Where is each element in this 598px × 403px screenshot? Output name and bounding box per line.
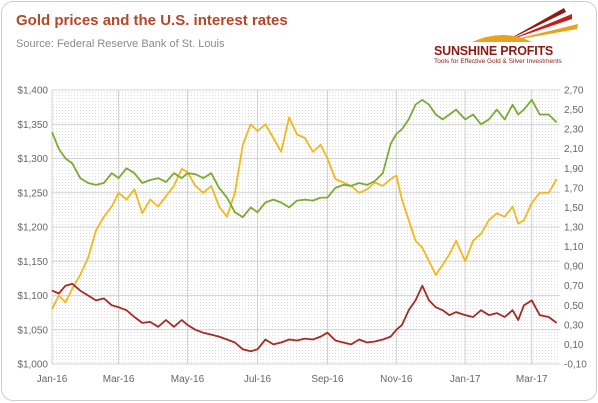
right-tick-label: 1,50 bbox=[564, 203, 584, 214]
right-tick-label: 1,70 bbox=[564, 183, 584, 194]
right-tick-label: 1,10 bbox=[564, 242, 584, 253]
left-tick-label: $1,000 bbox=[17, 360, 48, 371]
x-tick-label: May-16 bbox=[171, 374, 205, 385]
logo-tagline: Tools for Effective Gold & Silver Invest… bbox=[434, 58, 562, 65]
right-tick-label: 0,30 bbox=[564, 320, 584, 331]
chart-title: Gold prices and the U.S. interest rates bbox=[16, 12, 288, 29]
left-tick-label: $1,400 bbox=[17, 86, 48, 97]
left-tick-label: $1,050 bbox=[17, 325, 48, 336]
right-tick-label: 2,70 bbox=[564, 86, 584, 97]
yield-10y-line bbox=[51, 98, 558, 219]
left-axis: $1,000 $1,050 $1,100 $1,150 $1,200 $1,250 $1,3… bbox=[17, 86, 48, 371]
series-lines bbox=[51, 98, 558, 353]
x-tick-label: Nov-16 bbox=[380, 374, 413, 385]
right-tick-label: 2,10 bbox=[564, 144, 584, 155]
right-tick-label: 0,70 bbox=[564, 281, 584, 292]
right-tick-label: 0,90 bbox=[564, 262, 584, 273]
x-tick-label: Mar-16 bbox=[103, 374, 135, 385]
x-tick-label: Jan-17 bbox=[450, 374, 481, 385]
yield-2y-line bbox=[51, 282, 558, 353]
left-tick-label: $1,300 bbox=[17, 154, 48, 165]
gold-price-line bbox=[51, 116, 558, 310]
x-tick-label: Mar-17 bbox=[516, 374, 548, 385]
left-tick-label: $1,200 bbox=[17, 223, 48, 234]
left-tick-label: $1,250 bbox=[17, 188, 48, 199]
x-tick-label: Jul-16 bbox=[244, 374, 272, 385]
left-tick-label: $1,150 bbox=[17, 257, 48, 268]
right-tick-label: 0,10 bbox=[564, 340, 584, 351]
left-tick-label: $1,350 bbox=[17, 120, 48, 131]
right-tick-label: 1,30 bbox=[564, 223, 584, 234]
left-tick-label: $1,100 bbox=[17, 291, 48, 302]
logo-sunrays-icon bbox=[472, 8, 578, 42]
right-tick-label: 0,50 bbox=[564, 301, 584, 312]
right-tick-label: 2,30 bbox=[564, 125, 584, 136]
chart-subtitle: Source: Federal Reserve Bank of St. Loui… bbox=[16, 38, 225, 50]
logo-name: SUNSHINE PROFITS bbox=[434, 44, 554, 58]
right-axis: -0,10 0,10 0,30 0,50 0,70 0,90 1,10 1,30 1,50 1,7… bbox=[564, 86, 587, 371]
x-tick-label: Jan-16 bbox=[37, 374, 68, 385]
right-tick-label: -0,10 bbox=[564, 360, 587, 371]
x-tick-label: Sep-16 bbox=[311, 374, 344, 385]
gridlines bbox=[51, 89, 560, 365]
right-tick-label: 1,90 bbox=[564, 164, 584, 175]
sunshine-profits-logo: SUNSHINE PROFITS Tools for Effective Gol… bbox=[432, 8, 582, 66]
right-tick-label: 2,50 bbox=[564, 105, 584, 116]
x-axis: Jan-16 Mar-16 May-16 Jul-16 Sep-16 Nov-16 Jan-… bbox=[37, 374, 548, 385]
